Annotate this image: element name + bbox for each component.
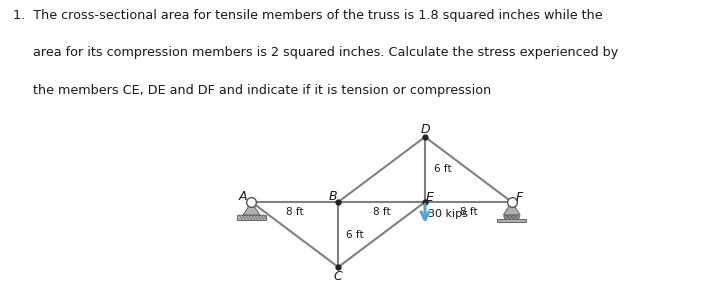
Text: 8 ft: 8 ft xyxy=(373,207,390,217)
Text: B: B xyxy=(328,190,337,203)
Circle shape xyxy=(512,215,516,219)
Polygon shape xyxy=(503,202,520,215)
Text: 1.  The cross-sectional area for tensile members of the truss is 1.8 squared inc: 1. The cross-sectional area for tensile … xyxy=(13,9,603,22)
Circle shape xyxy=(508,215,512,219)
Text: 30 kips: 30 kips xyxy=(428,209,468,219)
Polygon shape xyxy=(237,215,266,220)
Text: 8 ft: 8 ft xyxy=(459,207,477,217)
Text: D: D xyxy=(420,123,430,136)
Polygon shape xyxy=(498,219,526,222)
Text: 6 ft: 6 ft xyxy=(346,229,364,239)
Text: the members CE, DE and DF and indicate if it is tension or compression: the members CE, DE and DF and indicate i… xyxy=(13,84,491,96)
Text: E: E xyxy=(426,191,433,204)
Text: 6 ft: 6 ft xyxy=(433,164,451,174)
Polygon shape xyxy=(243,202,260,215)
Circle shape xyxy=(504,215,508,219)
Text: F: F xyxy=(516,191,523,204)
Circle shape xyxy=(516,215,520,219)
Text: C: C xyxy=(334,270,343,283)
Text: 8 ft: 8 ft xyxy=(286,207,304,217)
Text: area for its compression members is 2 squared inches. Calculate the stress exper: area for its compression members is 2 sq… xyxy=(13,46,618,59)
Text: A: A xyxy=(238,190,247,203)
